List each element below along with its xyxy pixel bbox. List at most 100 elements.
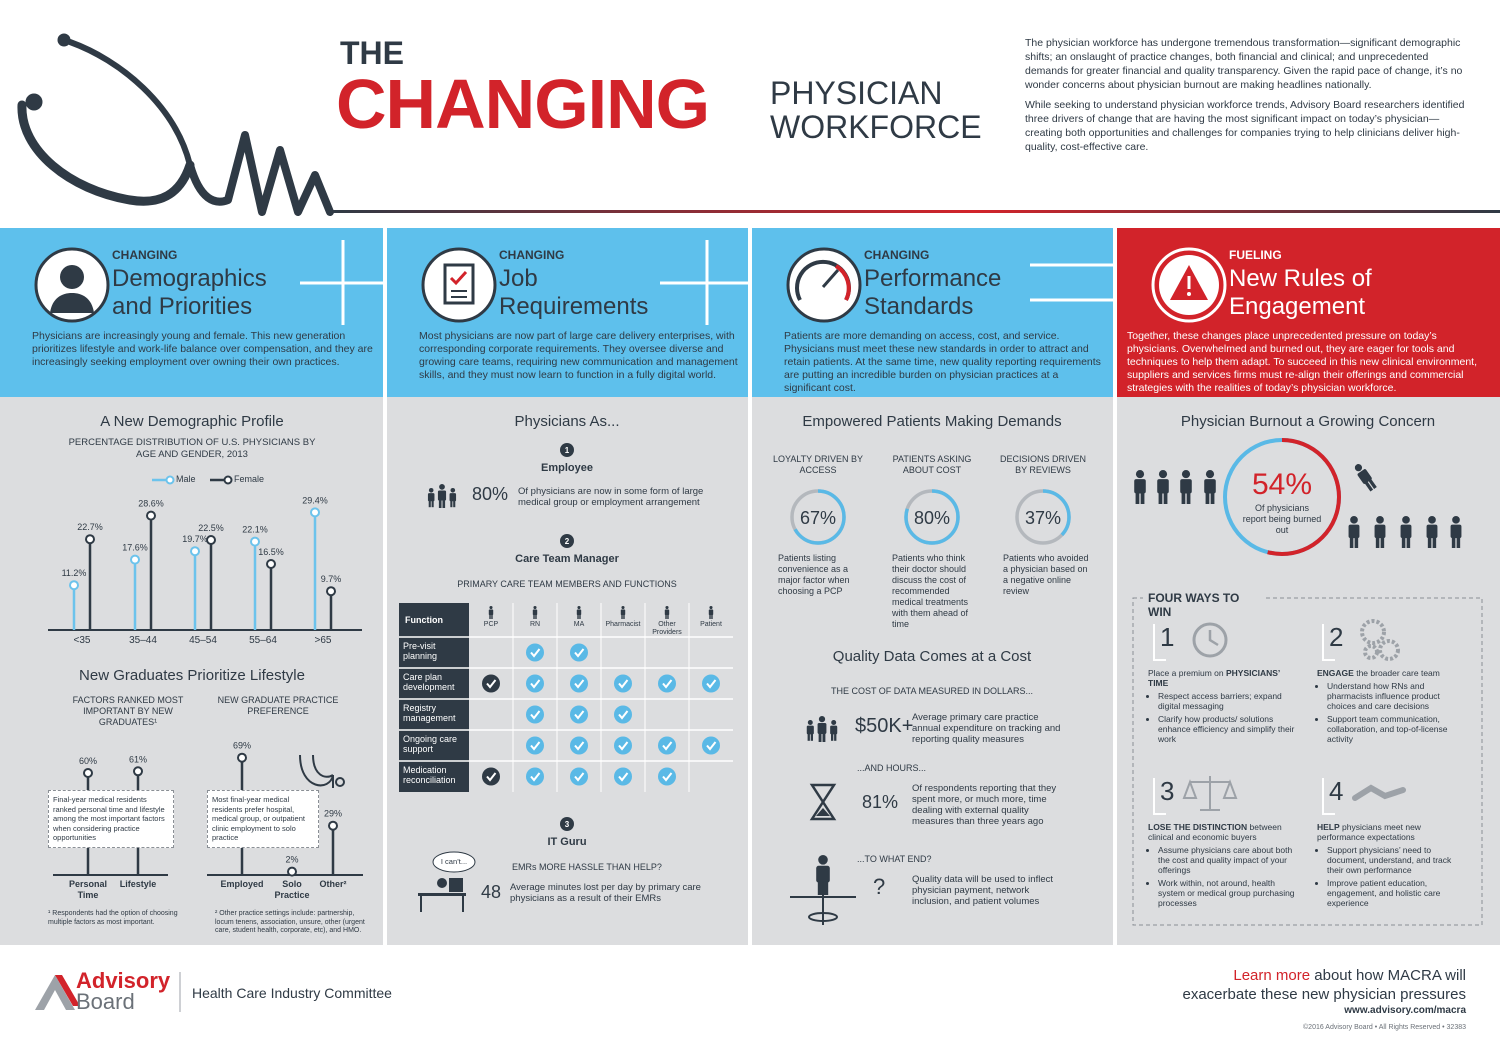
table-column-label: MA (573, 621, 585, 628)
committee: Health Care Industry Committee (192, 985, 392, 1001)
leg (1432, 537, 1437, 548)
check-mark (482, 767, 500, 786)
lollipop-head (133, 766, 143, 777)
icon-clipboard-check (449, 270, 468, 286)
way-bullets: Respect access barriers; expand digital … (1148, 691, 1298, 744)
panel-heading: Performance Standards (864, 265, 1002, 320)
check-mark (702, 736, 720, 755)
legend-swatch (223, 475, 233, 485)
value-label: 16.5% (258, 547, 284, 557)
number-bracket (1153, 778, 1166, 815)
way-heading-part: LOSE THE DISTINCTION (1148, 822, 1248, 832)
role-icon (708, 606, 714, 619)
category-label: Solo Practice (274, 879, 310, 900)
check-mark (570, 643, 588, 662)
value-label: 22.7% (77, 522, 103, 532)
way-bullet: Assume physicians care about both the co… (1158, 845, 1298, 875)
lollipop-head (266, 559, 276, 569)
head (1181, 470, 1191, 479)
torso (830, 725, 838, 735)
panel-heading: New Rules of Engagement (1229, 265, 1372, 320)
section-title: Physician Burnout a Growing Concern (1180, 413, 1436, 430)
head (577, 606, 581, 610)
table-row-label-cell (399, 699, 469, 730)
legend-swatch (165, 475, 175, 485)
way-bullet: Respect access barriers; expand digital … (1158, 691, 1298, 711)
footnote: ² Other practice settings include: partn… (215, 910, 365, 934)
way-heading: ENGAGE the broader care team (1317, 668, 1467, 678)
leg (1406, 537, 1411, 548)
intro-paragraph: The physician workforce has undergone tr… (1025, 37, 1463, 91)
hourglass-icon (809, 783, 837, 821)
column-background (752, 397, 1113, 945)
head (450, 488, 456, 493)
note: Most final-year medical residents prefer… (207, 790, 319, 848)
check-mark (526, 767, 544, 786)
way-content: LOSE THE DISTINCTION between clinical an… (1148, 822, 1298, 911)
cta-link[interactable]: Learn more (1233, 967, 1311, 984)
icon-clipboard-lines (451, 290, 467, 298)
lollipop-head (206, 535, 216, 545)
head (621, 606, 625, 610)
lollipop-head (69, 580, 79, 591)
legend-label: Female (234, 474, 265, 484)
leg (1354, 537, 1359, 548)
stat-text: Quality data will be used to inflect phy… (912, 874, 1053, 907)
check-mark (614, 705, 632, 724)
panel-heading: Demographics and Priorities (112, 265, 267, 320)
way-content: ENGAGE the broader care team Understand h… (1317, 668, 1467, 747)
check-mark (614, 674, 632, 693)
role-icon (664, 606, 670, 619)
value-label: 29.4% (302, 495, 328, 505)
torso (1134, 479, 1146, 494)
title-the: THE (340, 35, 404, 71)
clock-icon (1208, 630, 1219, 647)
check-mark-tick (530, 679, 541, 689)
step-badge (560, 443, 574, 457)
torso (1157, 479, 1169, 494)
torso (488, 609, 494, 615)
leg (535, 614, 537, 619)
category-label: 35–44 (129, 635, 157, 646)
gear-icon (1378, 639, 1400, 661)
value-label: 60% (79, 756, 97, 766)
leg (491, 614, 493, 619)
torso (532, 609, 538, 615)
leg (1205, 492, 1210, 504)
value-label: 29% (324, 809, 342, 819)
check-mark-tick (574, 679, 585, 689)
leg (834, 733, 837, 741)
leg (1135, 492, 1140, 504)
panel-kicker: CHANGING (112, 248, 178, 262)
section-title: Empowered Patients Making Demands (802, 413, 1062, 430)
leg (1451, 537, 1456, 548)
check-mark-tick (574, 741, 585, 751)
donut-label: PATIENTS ASKING ABOUT COST (892, 454, 972, 475)
leg (428, 500, 431, 508)
person-icon (427, 488, 435, 508)
table-row-label: Medication reconciliation (403, 765, 456, 785)
check-mark-tick (530, 710, 541, 720)
table-row-label: Registry management (403, 703, 456, 723)
leg (579, 614, 581, 619)
donut-text: Patients who avoided a physician based o… (1003, 553, 1089, 596)
copyright: ©2016 Advisory Board • All Rights Reserv… (1303, 1024, 1466, 1031)
lollipop-head (85, 534, 95, 545)
way-content: HELP physicians meet new performance exp… (1317, 822, 1467, 911)
category-label: >65 (314, 635, 332, 646)
person-icon (1348, 516, 1360, 548)
column-background (0, 397, 383, 945)
leg (489, 614, 491, 619)
lollipop-head (237, 752, 247, 763)
title-workforce: WORKFORCE (770, 109, 982, 145)
icon-gauge-red (834, 264, 851, 301)
stat: 80% (472, 484, 509, 504)
way-heading: Place a premium on PHYSICIANS’ TIME (1148, 668, 1298, 688)
step-number: 3 (565, 820, 570, 829)
check-mark (482, 674, 500, 693)
torso (1450, 524, 1462, 539)
head (428, 488, 434, 493)
table-title: PRIMARY CARE TEAM MEMBERS AND FUNCTIONS (457, 579, 677, 589)
leg (621, 614, 623, 619)
table-column-label: PCP (483, 621, 499, 628)
